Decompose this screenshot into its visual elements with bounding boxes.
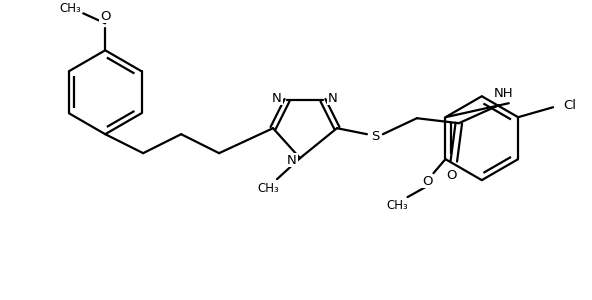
Text: NH: NH — [494, 87, 514, 100]
Text: CH₃: CH₃ — [387, 199, 408, 212]
Text: O: O — [100, 10, 111, 23]
Text: CH₃: CH₃ — [257, 182, 279, 195]
Text: O: O — [446, 169, 457, 182]
Text: S: S — [371, 130, 379, 143]
Text: N: N — [272, 92, 282, 105]
Text: N: N — [287, 154, 297, 167]
Text: CH₃: CH₃ — [59, 2, 81, 15]
Text: Cl: Cl — [563, 99, 576, 112]
Text: O: O — [422, 175, 433, 188]
Text: N: N — [328, 92, 338, 105]
